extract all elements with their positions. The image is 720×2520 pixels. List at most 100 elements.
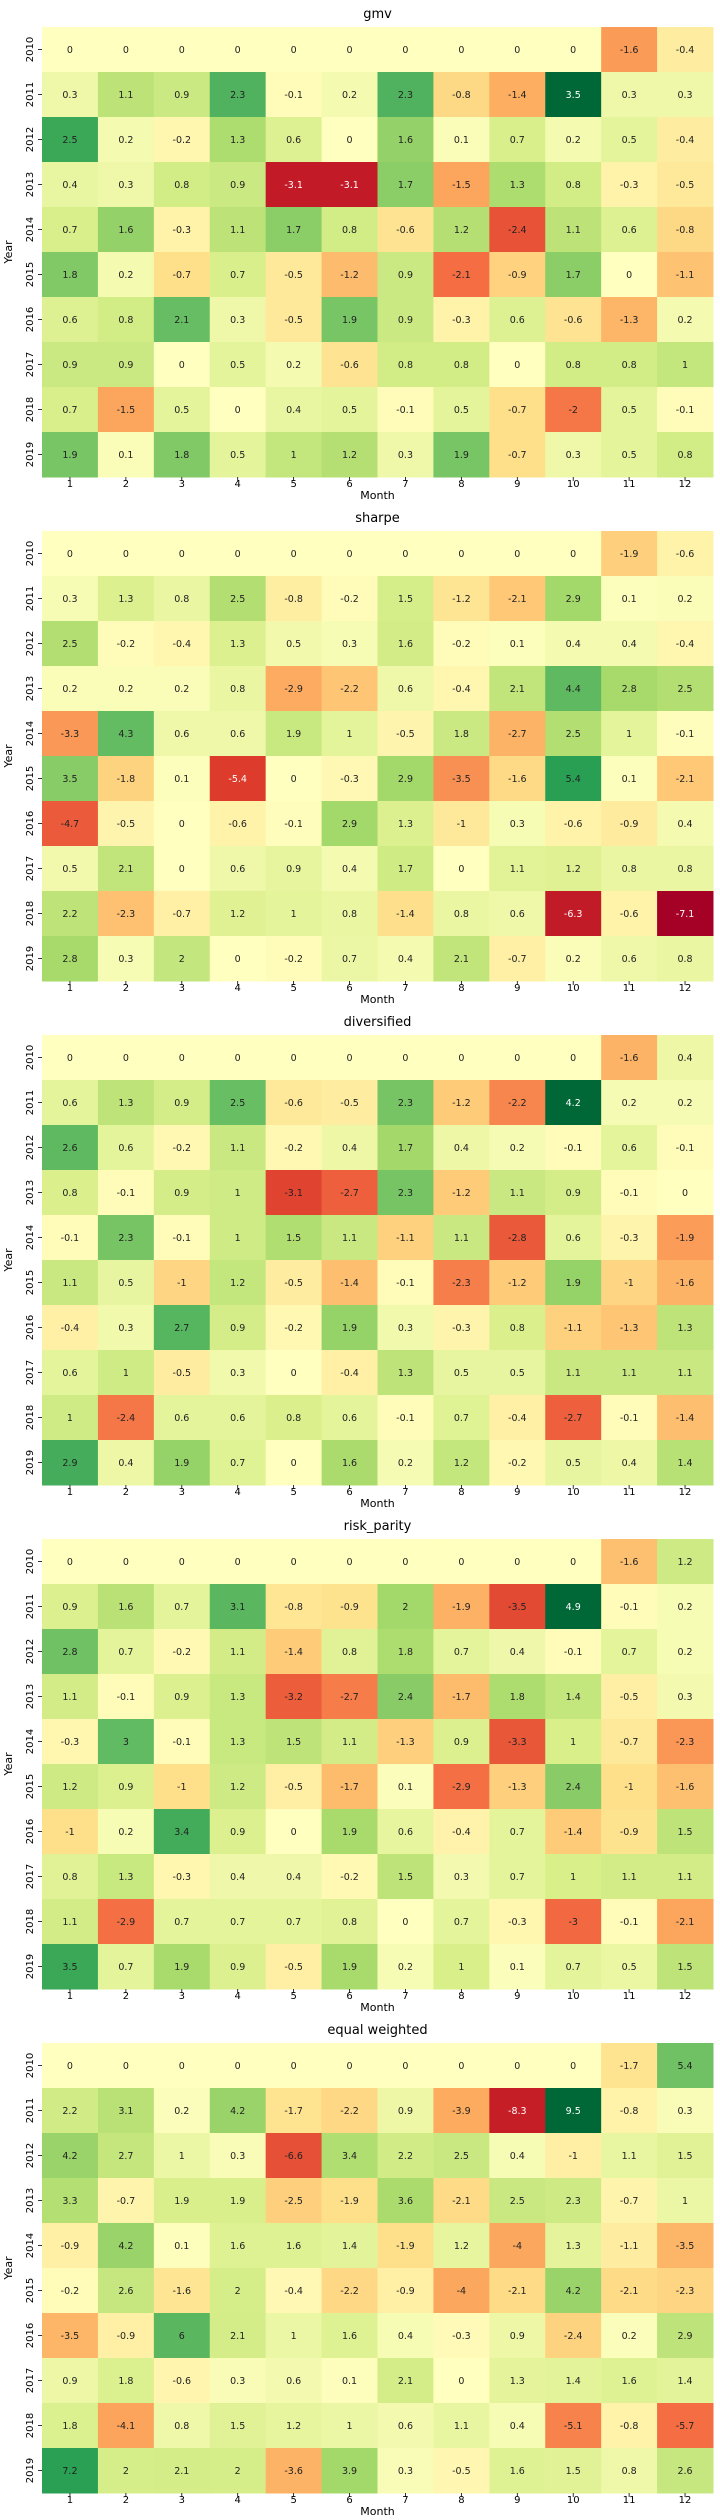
cell-value-label: 1.3 bbox=[118, 1872, 133, 1883]
heatmap-cell bbox=[321, 1944, 378, 1990]
y-tick-label: 2010 bbox=[25, 2053, 36, 2078]
cell-value-label: -0.3 bbox=[173, 1872, 192, 1883]
heatmap-cell bbox=[489, 2358, 546, 2404]
x-tick-label: 2 bbox=[123, 1991, 129, 2002]
cell-value-label: -0.6 bbox=[564, 819, 583, 830]
heatmap-cell bbox=[265, 162, 323, 208]
heatmap-cell bbox=[209, 1674, 267, 1720]
cell-value-label: 1.1 bbox=[677, 1872, 692, 1883]
cell-value-label: -0.1 bbox=[173, 1233, 192, 1244]
heatmap-cell bbox=[265, 297, 323, 343]
x-tick-label: 5 bbox=[290, 2495, 296, 2506]
y-tick-label: 2014 bbox=[25, 2233, 36, 2258]
heatmap-cell bbox=[377, 2358, 434, 2404]
heatmap-cell bbox=[153, 2088, 211, 2134]
cell-value-label: 0.3 bbox=[677, 2106, 692, 2117]
heatmap-cell bbox=[601, 1899, 658, 1945]
cell-value-label: 0.1 bbox=[622, 594, 637, 605]
heatmap-cell bbox=[601, 1674, 658, 1720]
y-axis-label: Year bbox=[2, 1752, 15, 1777]
cell-value-label: 2.1 bbox=[510, 684, 525, 695]
heatmap-cell bbox=[489, 252, 546, 298]
x-tick-label: 3 bbox=[179, 1487, 185, 1498]
cell-value-label: -0.7 bbox=[173, 909, 192, 920]
cell-value-label: 1.2 bbox=[230, 909, 245, 920]
cell-value-label: 0.7 bbox=[622, 1647, 637, 1658]
cell-value-label: 0.9 bbox=[230, 180, 245, 191]
cell-value-label: -4.1 bbox=[117, 2421, 136, 2432]
cell-value-label: 2.6 bbox=[118, 2286, 133, 2297]
heatmap-cell bbox=[433, 2178, 490, 2224]
cell-value-label: -3.5 bbox=[61, 2331, 80, 2342]
heatmap-cell bbox=[601, 2403, 658, 2449]
cell-value-label: 1.5 bbox=[566, 2466, 581, 2477]
cell-value-label: 3.5 bbox=[566, 90, 581, 101]
cell-value-label: 0 bbox=[123, 2061, 129, 2072]
cell-value-label: 0.9 bbox=[398, 315, 413, 326]
heatmap-cell bbox=[265, 621, 323, 667]
heatmap-cell bbox=[97, 2268, 155, 2314]
heatmap-cell bbox=[153, 1944, 211, 1990]
heatmap-cell bbox=[209, 297, 267, 343]
y-tick-label: 2011 bbox=[25, 586, 36, 611]
heatmap-cell bbox=[153, 162, 211, 208]
heatmap-cell bbox=[545, 1350, 602, 1396]
cell-value-label: -2.3 bbox=[117, 909, 136, 920]
heatmap-cell bbox=[321, 27, 378, 73]
cell-value-label: 1.5 bbox=[230, 2421, 245, 2432]
heatmap-cell bbox=[489, 1395, 546, 1441]
heatmap-cell bbox=[489, 27, 546, 73]
x-tick-label: 4 bbox=[235, 1487, 241, 1498]
heatmap-cell bbox=[601, 531, 658, 577]
cell-value-label: 0.9 bbox=[230, 1962, 245, 1973]
cell-value-label: 1 bbox=[347, 2421, 353, 2432]
y-axis-label: Year bbox=[2, 2256, 15, 2281]
x-tick-label: 5 bbox=[290, 983, 296, 994]
cell-value-label: -1.1 bbox=[396, 1233, 415, 1244]
heatmap-cell bbox=[545, 2448, 602, 2494]
cell-value-label: 0.7 bbox=[454, 1413, 469, 1424]
heatmap-cell bbox=[42, 162, 99, 208]
heatmap-cell bbox=[42, 2313, 99, 2359]
heatmap-cell bbox=[489, 72, 546, 118]
heatmap-cell bbox=[97, 1764, 155, 1810]
heatmap-cell bbox=[489, 297, 546, 343]
cell-value-label: 0.8 bbox=[62, 1872, 77, 1883]
cell-value-label: 1.2 bbox=[454, 1458, 469, 1469]
heatmap-cell bbox=[321, 2223, 378, 2269]
heatmap-cell bbox=[433, 1440, 490, 1486]
heatmap-cell bbox=[377, 162, 434, 208]
y-tick-label: 2017 bbox=[25, 1864, 36, 1889]
x-tick-label: 12 bbox=[679, 1991, 692, 2002]
heatmap-cell bbox=[97, 2448, 155, 2494]
heatmap-cell bbox=[433, 711, 490, 757]
heatmap-cell bbox=[321, 1125, 378, 1171]
heatmap-cell bbox=[657, 711, 714, 757]
cell-value-label: 0 bbox=[235, 549, 241, 560]
y-tick-label: 2010 bbox=[25, 37, 36, 62]
cell-value-label: -0.5 bbox=[173, 1368, 192, 1379]
heatmap-cell bbox=[601, 2358, 658, 2404]
cell-value-label: 0.9 bbox=[174, 1188, 189, 1199]
heatmap-cell bbox=[545, 72, 602, 118]
cell-value-label: 0.7 bbox=[454, 1647, 469, 1658]
cell-value-label: 1.8 bbox=[174, 450, 189, 461]
heatmap-cell bbox=[601, 1305, 658, 1351]
cell-value-label: 0 bbox=[458, 2376, 464, 2387]
heatmap-cell bbox=[545, 27, 602, 73]
heatmap-cell bbox=[97, 1440, 155, 1486]
y-tick-label: 2019 bbox=[25, 442, 36, 467]
cell-value-label: 2.8 bbox=[62, 1647, 77, 1658]
cell-value-label: -0.6 bbox=[564, 315, 583, 326]
cell-value-label: 0.8 bbox=[230, 684, 245, 695]
cell-value-label: -1.9 bbox=[620, 549, 639, 560]
heatmap-cell bbox=[265, 1584, 323, 1630]
heatmap-cell bbox=[153, 27, 211, 73]
cell-value-label: 0.2 bbox=[174, 684, 189, 695]
cell-value-label: 0.6 bbox=[174, 1413, 189, 1424]
heatmap-cell bbox=[601, 117, 658, 163]
cell-value-label: 1.4 bbox=[677, 1458, 692, 1469]
cell-value-label: 3.1 bbox=[118, 2106, 133, 2117]
heatmap-cell bbox=[209, 1440, 267, 1486]
heatmap-cell bbox=[489, 1125, 546, 1171]
